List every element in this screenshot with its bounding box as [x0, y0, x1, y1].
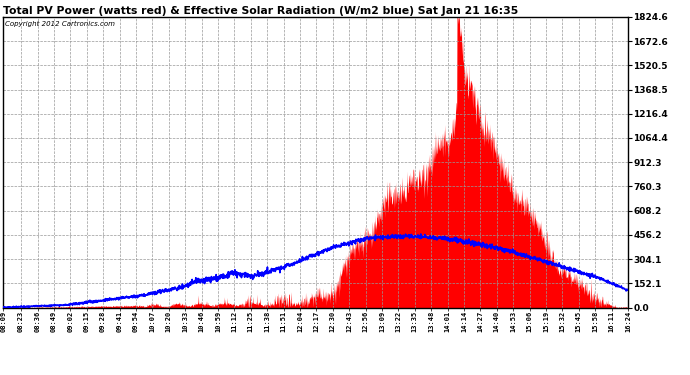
- Text: Copyright 2012 Cartronics.com: Copyright 2012 Cartronics.com: [6, 21, 115, 27]
- Text: Total PV Power (watts red) & Effective Solar Radiation (W/m2 blue) Sat Jan 21 16: Total PV Power (watts red) & Effective S…: [3, 6, 519, 16]
